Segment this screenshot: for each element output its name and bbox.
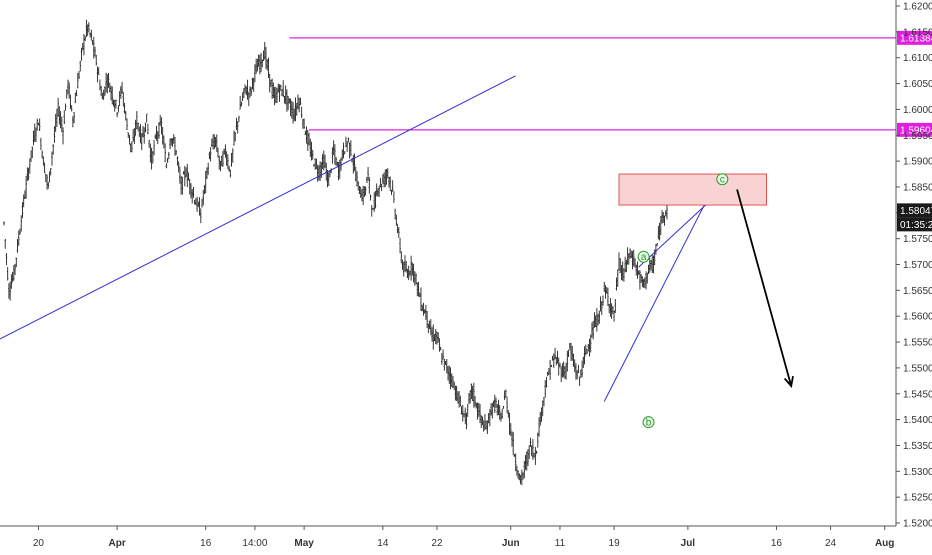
x-tick-label: Jul xyxy=(681,538,696,549)
horizontal-levels: 1.61384 1.59604 xyxy=(289,30,932,137)
x-tick-label: 16 xyxy=(771,538,783,549)
x-tick-label: 16 xyxy=(200,538,212,549)
y-tick-label: 1.58500 xyxy=(903,182,932,193)
y-tick-label: 1.53500 xyxy=(903,441,932,452)
x-tick-label: Aug xyxy=(875,538,894,549)
y-tick-label: 1.59500 xyxy=(903,131,932,142)
x-tick-label: Jun xyxy=(502,538,520,549)
y-tick-label: 1.61500 xyxy=(903,27,932,38)
trendline[interactable] xyxy=(603,178,718,402)
wave-label-c: c xyxy=(720,174,725,185)
x-tick-label: 22 xyxy=(431,538,443,549)
level-price-tag xyxy=(897,122,932,137)
y-tick-label: 1.55500 xyxy=(903,338,932,349)
wave-labels: a b c xyxy=(637,173,729,429)
x-tick-label: 19 xyxy=(609,538,621,549)
ohlc-series xyxy=(3,19,668,486)
y-tick-label: 1.56000 xyxy=(903,312,932,323)
trendline[interactable] xyxy=(0,75,516,340)
x-tick-label: Apr xyxy=(109,538,126,549)
y-tick-label: 1.61000 xyxy=(903,53,932,64)
y-tick-label: 1.56500 xyxy=(903,286,932,297)
x-tick-label: 24 xyxy=(825,538,837,549)
countdown-label: 01:35:23 xyxy=(900,220,932,231)
level-price-label: 1.59604 xyxy=(900,125,932,136)
y-tick-label: 1.55000 xyxy=(903,363,932,374)
y-tick-label: 1.60000 xyxy=(903,105,932,116)
arrow-head xyxy=(783,375,794,388)
x-tick-label: 11 xyxy=(555,538,566,549)
wave-label-a: a xyxy=(641,252,647,263)
level-price-label: 1.61384 xyxy=(900,33,932,44)
wave-label-b: b xyxy=(646,417,652,428)
target-zone xyxy=(618,173,768,206)
y-tick-label: 1.52000 xyxy=(903,519,932,530)
current-price-label: 1.58047 xyxy=(900,206,932,217)
y-tick-label: 1.54500 xyxy=(903,389,932,400)
x-tick-label: May xyxy=(294,538,314,549)
y-tick-label: 1.59000 xyxy=(903,157,932,168)
level-price-tag xyxy=(897,30,932,45)
trendlines xyxy=(0,75,723,402)
y-tick-label: 1.53000 xyxy=(903,467,932,478)
wave-label-circle xyxy=(642,416,655,429)
arrow-shaft xyxy=(736,189,793,387)
y-tick-label: 1.52500 xyxy=(903,493,932,504)
y-tick-label: 1.62000 xyxy=(903,2,932,13)
countdown-tag xyxy=(897,217,932,232)
x-tick-label: 20 xyxy=(33,538,45,549)
x-tick-label: 14:00 xyxy=(242,538,267,549)
projection-arrow xyxy=(736,189,794,388)
y-tick-label: 1.60500 xyxy=(903,79,932,90)
x-tick-label: 14 xyxy=(377,538,389,549)
wave-label-circle xyxy=(637,250,650,263)
target-zone-box[interactable] xyxy=(618,173,768,206)
wave-label-circle xyxy=(716,173,729,186)
current-price-tag xyxy=(897,203,932,218)
y-tick-label: 1.54000 xyxy=(903,415,932,426)
y-tick-label: 1.57500 xyxy=(903,234,932,245)
y-tick-label: 1.57000 xyxy=(903,260,932,271)
